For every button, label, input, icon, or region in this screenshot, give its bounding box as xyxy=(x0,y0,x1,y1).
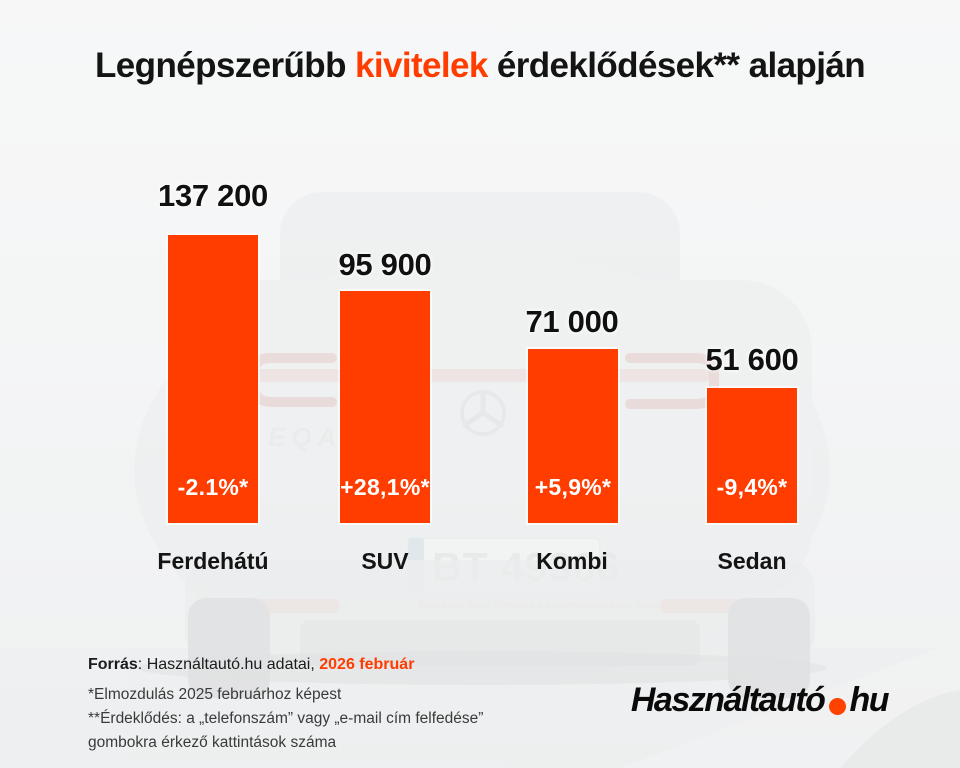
page-title: Legnépszerűbb kivitelek érdeklődések** a… xyxy=(0,46,960,86)
title-suffix: érdeklődések** alapján xyxy=(487,46,866,85)
bar-suv: +28,1%* xyxy=(340,291,430,523)
bar-sedan: -9,4%* xyxy=(707,388,797,523)
title-highlight: kivitelek xyxy=(354,46,488,85)
plate-frame-text-left: Mercedes-Benz Slovakia s.r.o. xyxy=(418,600,561,611)
car-bumper xyxy=(185,560,815,662)
logo-dot-icon xyxy=(829,698,847,715)
footnotes: *Elmozdulás 2025 februárhoz képest **Érd… xyxy=(88,683,483,755)
right-reflector xyxy=(660,599,748,613)
bar-value-label-suv: 95 900 xyxy=(338,247,432,282)
left-taillight xyxy=(249,353,337,407)
hasznaltauto-logo: Használtautó hu xyxy=(630,681,890,719)
bar-value-label-kombi: 71 000 xyxy=(525,304,619,339)
left-reflector xyxy=(252,599,340,613)
source-text: : Használtautó.hu adatai, xyxy=(137,656,320,673)
footnote-1: *Elmozdulás 2025 februárhoz képest xyxy=(88,686,342,703)
mercedes-star-icon xyxy=(460,389,506,436)
bar-change-label-sedan: -9,4%* xyxy=(716,474,788,500)
source-label: Forrás xyxy=(88,656,138,673)
title-prefix: Legnépszerűbb xyxy=(95,46,355,85)
bar-change-label-suv: +28,1%* xyxy=(340,474,430,500)
plate-frame-text-right: www.mercedes-benz.sk xyxy=(559,600,673,611)
logo-tld: hu xyxy=(849,681,889,719)
bar-change-label-kombi: +5,9%* xyxy=(534,474,612,500)
bar-ferdehatu: -2.1%* xyxy=(168,235,258,523)
bar-category-label-suv: SUV xyxy=(361,548,409,574)
source-line: Forrás: Használtautó.hu adatai, 2026 feb… xyxy=(88,656,483,674)
bar-category-label-kombi: Kombi xyxy=(536,548,608,574)
bar-category-label-ferdehatu: Ferdehátú xyxy=(157,548,269,574)
footer: Forrás: Használtautó.hu adatai, 2026 feb… xyxy=(88,656,483,755)
source-date: 2026 február xyxy=(319,656,415,673)
bar-value-label-sedan: 51 600 xyxy=(705,342,799,377)
bar-category-label-sedan: Sedan xyxy=(717,548,787,574)
footnote-3: gombokra érkező kattintások száma xyxy=(88,734,337,751)
logo-name: Használtautó xyxy=(630,681,826,719)
bar-kombi: +5,9%* xyxy=(528,349,618,523)
footnote-2: **Érdeklődés: a „telefonszám” vagy „e-ma… xyxy=(88,710,484,727)
bar-value-label-ferdehatu: 137 200 xyxy=(158,178,268,213)
bar-change-label-ferdehatu: -2.1%* xyxy=(177,474,249,500)
